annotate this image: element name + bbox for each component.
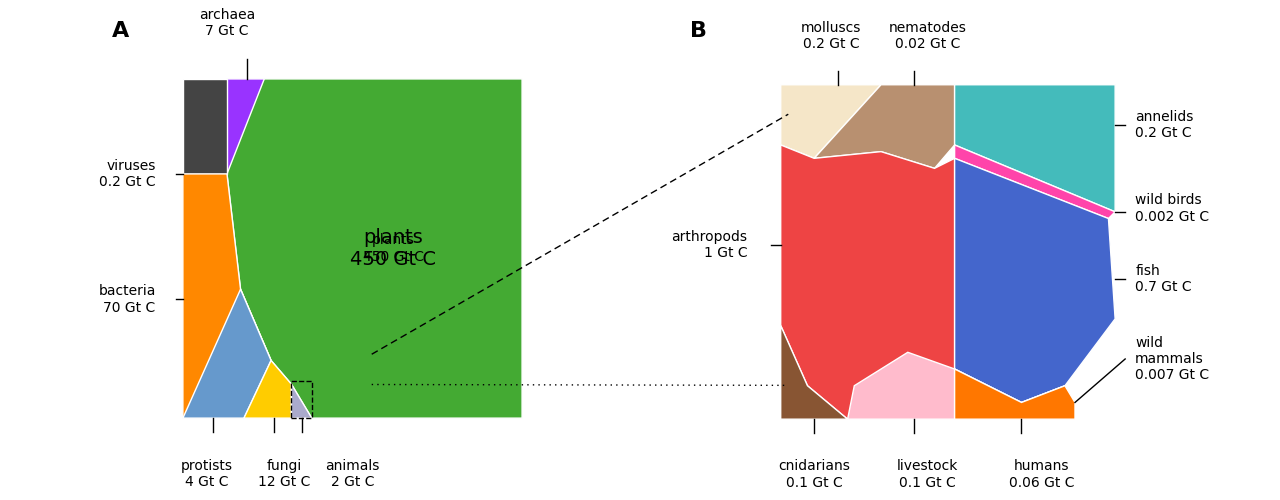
Polygon shape <box>847 352 955 419</box>
Polygon shape <box>781 326 847 419</box>
Text: protists
4 Gt C: protists 4 Gt C <box>180 459 233 489</box>
Text: plants
450 Gt C: plants 450 Gt C <box>351 228 436 269</box>
Polygon shape <box>227 79 522 418</box>
Polygon shape <box>183 289 271 418</box>
Polygon shape <box>183 79 227 174</box>
Polygon shape <box>244 360 292 418</box>
Polygon shape <box>955 145 1115 218</box>
Text: humans
0.06 Gt C: humans 0.06 Gt C <box>1009 460 1074 490</box>
Polygon shape <box>955 369 1075 419</box>
Polygon shape <box>814 85 955 168</box>
Text: livestock
0.1 Gt C: livestock 0.1 Gt C <box>897 460 959 490</box>
Polygon shape <box>955 85 1115 212</box>
Text: arthropods
1 Gt C: arthropods 1 Gt C <box>671 230 748 260</box>
Text: annelids
0.2 Gt C: annelids 0.2 Gt C <box>1135 110 1193 140</box>
Polygon shape <box>227 79 264 174</box>
Text: viruses
0.2 Gt C: viruses 0.2 Gt C <box>99 159 156 189</box>
Text: bacteria
70 Gt C: bacteria 70 Gt C <box>99 284 156 314</box>
Text: plants
450 Gt C: plants 450 Gt C <box>362 234 424 264</box>
Text: wild birds
0.002 Gt C: wild birds 0.002 Gt C <box>1135 194 1210 224</box>
Polygon shape <box>781 85 881 158</box>
Text: wild
mammals
0.007 Gt C: wild mammals 0.007 Gt C <box>1135 336 1210 382</box>
Text: B: B <box>690 21 708 41</box>
Text: cnidarians
0.1 Gt C: cnidarians 0.1 Gt C <box>778 460 850 490</box>
Text: archaea
7 Gt C: archaea 7 Gt C <box>198 8 255 38</box>
Polygon shape <box>183 174 271 418</box>
Polygon shape <box>955 158 1115 402</box>
Text: animals
2 Gt C: animals 2 Gt C <box>325 459 380 489</box>
Polygon shape <box>955 369 1075 419</box>
Polygon shape <box>781 145 955 419</box>
Text: fish
0.7 Gt C: fish 0.7 Gt C <box>1135 264 1192 294</box>
Text: A: A <box>111 22 129 42</box>
Text: molluscs
0.2 Gt C: molluscs 0.2 Gt C <box>801 21 861 52</box>
Text: nematodes
0.02 Gt C: nematodes 0.02 Gt C <box>888 21 966 52</box>
Text: fungi
12 Gt C: fungi 12 Gt C <box>259 459 311 489</box>
Polygon shape <box>292 384 312 418</box>
